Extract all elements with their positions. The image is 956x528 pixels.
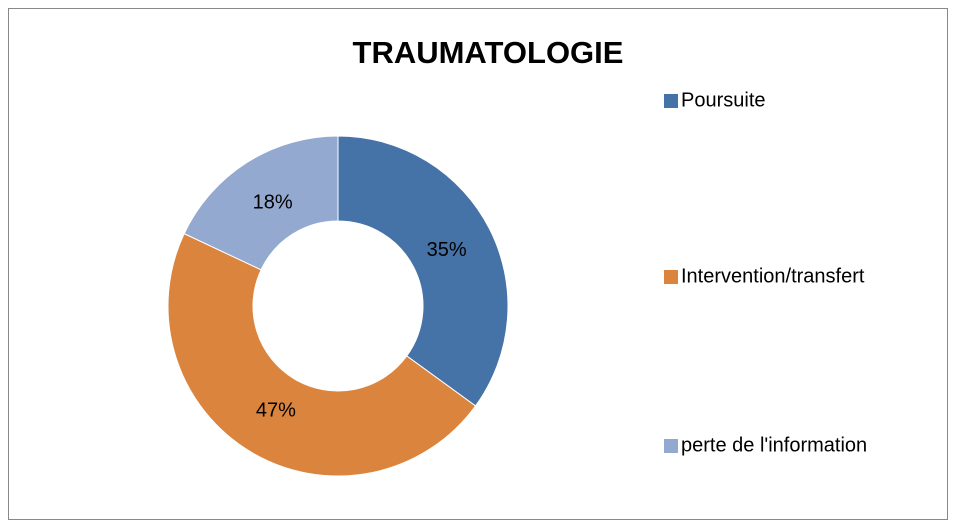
data-label: 47% <box>256 399 296 421</box>
doughnut-slice <box>167 232 477 477</box>
legend-label: perte de l'information <box>681 434 867 456</box>
data-label: 35% <box>427 239 467 261</box>
doughnut-slice <box>183 135 339 271</box>
doughnut-slice <box>337 135 509 407</box>
legend-swatch <box>664 270 678 284</box>
data-label: 18% <box>253 191 293 213</box>
legend-swatch <box>664 439 678 453</box>
legend-label: Intervention/transfert <box>681 265 865 287</box>
legend-swatch <box>664 94 678 108</box>
chart-title: TRAUMATOLOGIE <box>353 35 624 70</box>
legend-label: Poursuite <box>681 89 766 111</box>
